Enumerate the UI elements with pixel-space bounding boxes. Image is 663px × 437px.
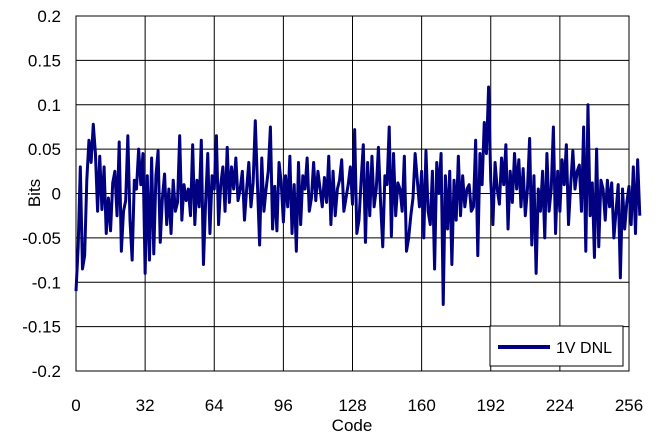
x-tick-label: 256 <box>615 396 643 415</box>
series-line-1v-dnl <box>74 85 642 306</box>
x-tick-label: 224 <box>546 396 574 415</box>
grid <box>76 16 629 371</box>
x-tick-label: 0 <box>71 396 80 415</box>
x-axis-title: Code <box>332 416 373 435</box>
y-tick-label: 0 <box>52 185 61 204</box>
y-tick-label: -0.1 <box>32 273 61 292</box>
x-tick-label: 128 <box>338 396 366 415</box>
y-tick-label: -0.05 <box>22 229 61 248</box>
y-tick-labels: 0.2 0.15 0.1 0.05 0 -0.05 -0.1 -0.15 -0.2 <box>22 7 61 381</box>
x-tick-label: 160 <box>407 396 435 415</box>
y-tick-label: 0.05 <box>28 140 61 159</box>
series-layer <box>74 85 642 306</box>
y-tick-label: -0.15 <box>22 318 61 337</box>
x-tick-labels: 0 32 64 96 128 160 192 224 256 <box>71 396 643 415</box>
legend: 1V DNL <box>489 325 624 367</box>
y-tick-label: 0.1 <box>37 96 61 115</box>
x-tick-label: 64 <box>205 396 224 415</box>
y-tick-label: 0.15 <box>28 51 61 70</box>
y-axis-title: Bits <box>25 179 44 207</box>
x-tick-label: 32 <box>136 396 155 415</box>
x-tick-label: 192 <box>477 396 505 415</box>
y-tick-label: 0.2 <box>37 7 61 26</box>
x-tick-label: 96 <box>274 396 293 415</box>
y-tick-label: -0.2 <box>32 362 61 381</box>
legend-label: 1V DNL <box>556 340 612 357</box>
